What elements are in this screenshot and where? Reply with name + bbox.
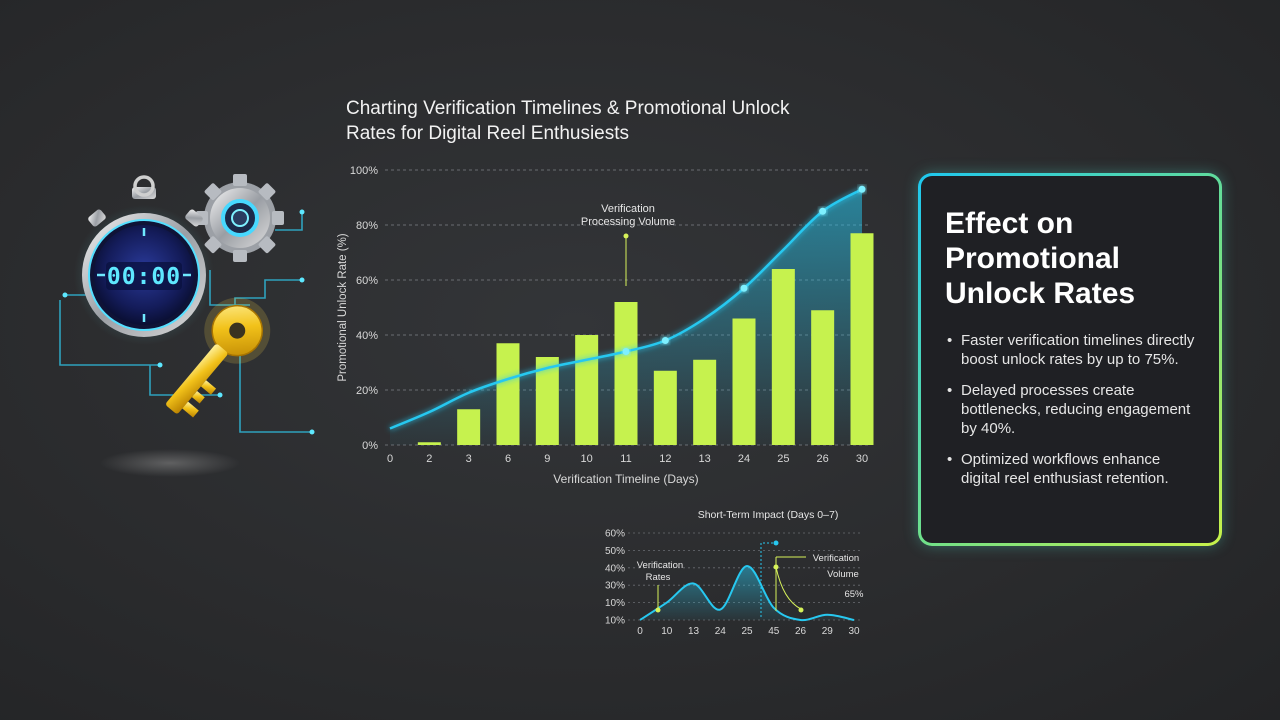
- inset-x-tick-label: 25: [741, 626, 753, 637]
- panel-bullet-list: Faster verification timelines directly b…: [945, 331, 1197, 488]
- inset-x-tick-label: 24: [715, 626, 727, 637]
- inset-y-tick-label: 60%: [605, 529, 625, 540]
- effect-panel-inner: Effect on Promotional Unlock Rates Faste…: [921, 176, 1219, 543]
- y-tick-label: 0%: [362, 440, 378, 452]
- y-tick-label: 80%: [356, 220, 378, 232]
- bar: [575, 335, 599, 445]
- x-tick-label: 6: [505, 453, 511, 465]
- panel-bullet: Optimized workflows enhance digital reel…: [945, 450, 1197, 488]
- inset-y-tick-label: 40%: [605, 563, 625, 574]
- trend-point: [858, 185, 866, 193]
- bar: [693, 359, 717, 445]
- bar: [850, 233, 874, 445]
- x-tick-label: 11: [620, 453, 631, 465]
- x-tick-label: 3: [466, 453, 472, 465]
- inset-annotation-dot: [773, 540, 779, 546]
- x-tick-label: 30: [856, 453, 868, 465]
- trend-point: [622, 348, 630, 355]
- bar: [732, 318, 756, 445]
- illustration: 00:00: [59, 174, 315, 477]
- x-tick-label: 2: [426, 453, 432, 465]
- inset-annotation: 65%: [844, 589, 864, 600]
- inset-x-tick-label: 26: [795, 626, 807, 637]
- panel-bullet: Delayed processes create bottlenecks, re…: [945, 381, 1197, 438]
- inset-area: [640, 566, 854, 621]
- y-tick-label: 60%: [356, 275, 378, 287]
- bar: [811, 310, 835, 445]
- bar: [496, 343, 520, 445]
- trend-point: [740, 284, 748, 292]
- bar: [653, 370, 677, 445]
- panel-heading: Effect on Promotional Unlock Rates: [945, 207, 1136, 310]
- inset-y-tick-label: 50%: [605, 546, 625, 557]
- bar: [771, 269, 795, 445]
- stopwatch-display: 00:00: [107, 264, 181, 290]
- x-tick-label: 26: [817, 453, 829, 465]
- inset-x-tick-label: 29: [822, 626, 834, 637]
- inset-annotation: Rates: [646, 572, 671, 583]
- inset-x-tick-label: 13: [688, 626, 700, 637]
- inset-chart: Short-Term Impact (Days 0–7) 10% 10% 30% 40%…: [605, 509, 864, 637]
- key-icon: [166, 297, 271, 418]
- inset-annotation-leader: [775, 566, 802, 610]
- x-tick-label: 10: [581, 453, 593, 465]
- x-tick-label: 12: [659, 453, 671, 465]
- y-tick-label: 20%: [356, 385, 378, 397]
- inset-annotation: Verification: [637, 560, 683, 571]
- inset-y-tick-label: 10%: [605, 616, 625, 627]
- bar: [457, 409, 481, 445]
- inset-x-tick-label: 45: [768, 626, 780, 637]
- inset-y-tick-label: 10%: [605, 598, 625, 609]
- panel-bullet: Faster verification timelines directly b…: [945, 331, 1197, 369]
- x-tick-label: 24: [738, 453, 750, 465]
- y-tick-label: 40%: [356, 330, 378, 342]
- annotation-label: Verification: [601, 203, 655, 215]
- annotation-dot: [623, 233, 629, 239]
- annotation-label: Processing Volume: [581, 216, 675, 228]
- bar: [535, 357, 559, 445]
- inset-x-tick-label: 0: [637, 626, 643, 637]
- inset-title: Short-Term Impact (Days 0–7): [698, 509, 839, 521]
- bar: [417, 442, 441, 445]
- inset-x-tick-label: 30: [848, 626, 860, 637]
- y-axis-label: Promotional Unlock Rate (%): [337, 233, 349, 381]
- main-chart: 0% 20% 40% 60% 80% 100% 0 2 3 6 9 10 11 12 13 24 25 26 30 V…: [337, 165, 874, 486]
- x-tick-label: 9: [544, 453, 550, 465]
- inset-annotation: Verification: [813, 553, 859, 564]
- x-tick-label: 13: [699, 453, 711, 465]
- x-axis-label: Verification Timeline (Days): [553, 472, 698, 486]
- inset-annotation-dot: [798, 607, 804, 613]
- trend-point: [819, 207, 827, 215]
- stopwatch-icon: 00:00: [74, 175, 214, 345]
- inset-annotation: Volume: [827, 569, 859, 580]
- inset-annotation-dot: [655, 607, 661, 613]
- trend-point: [661, 337, 669, 344]
- inset-x-tick-label: 10: [661, 626, 673, 637]
- x-tick-label: 0: [387, 453, 393, 465]
- bar: [614, 302, 638, 445]
- inset-line: [639, 565, 855, 622]
- effect-panel: Effect on Promotional Unlock Rates Faste…: [918, 173, 1222, 546]
- inset-annotation-leader: [760, 542, 776, 617]
- x-tick-label: 25: [777, 453, 789, 465]
- gear-icon: [196, 174, 284, 262]
- y-tick-label: 100%: [350, 165, 378, 177]
- inset-y-tick-label: 30%: [605, 581, 625, 592]
- page-title: Charting Verification Timelines & Promot…: [346, 98, 790, 144]
